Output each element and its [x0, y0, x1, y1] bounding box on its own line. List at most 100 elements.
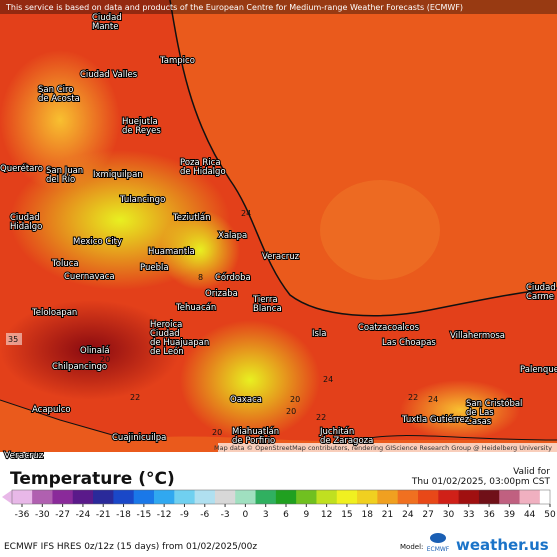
legend-title: Temperature (°C)	[10, 469, 175, 489]
tick-label: -9	[180, 510, 189, 520]
city-label: Córdoba	[215, 272, 251, 283]
city-label: Tuxtla Gutiérrez	[401, 414, 470, 425]
city-label: Huamantla	[148, 247, 195, 257]
city-label: del Río	[46, 175, 75, 185]
tick-label: 24	[402, 510, 414, 520]
color-swatch	[194, 490, 216, 504]
city-label: Palenque	[520, 365, 557, 375]
tick-label: 6	[283, 510, 289, 520]
tick-label: 0	[243, 510, 249, 520]
city-label: San Juan	[46, 166, 83, 176]
city-label: Miahuatlán	[232, 427, 279, 437]
city-label: Tampico	[159, 56, 195, 66]
city-label: de Acosta	[38, 94, 80, 104]
color-swatch	[52, 490, 74, 504]
tick-label: 44	[524, 510, 536, 520]
city-label: Ciudad	[150, 329, 180, 339]
city-label: de Porfirio	[232, 436, 275, 446]
city-label: de León	[150, 346, 184, 357]
color-swatch	[113, 490, 135, 504]
city-label: de Huajuapan	[150, 338, 209, 348]
color-swatch	[397, 490, 419, 504]
city-label: Querétaro	[0, 163, 43, 174]
color-swatch	[357, 490, 378, 504]
temperature-label: 8	[198, 273, 203, 282]
city-label: Oaxaca	[230, 395, 262, 405]
tick-label: 21	[382, 510, 393, 520]
color-swatch	[418, 490, 439, 504]
color-swatch	[519, 490, 541, 504]
city-label: Veracruz	[262, 252, 300, 262]
tick-label: -30	[35, 510, 50, 520]
city-label: Blanca	[253, 304, 282, 314]
color-swatch	[478, 490, 500, 504]
tick-label: -12	[157, 510, 172, 520]
temperature-label: 20	[100, 355, 110, 364]
tick-label: 3	[263, 510, 269, 520]
color-swatch	[174, 490, 196, 504]
temperature-label: 22	[130, 393, 140, 402]
city-label: Carme	[526, 292, 554, 302]
city-label: de Reyes	[122, 126, 161, 136]
city-label: Heroica	[150, 320, 182, 330]
city-label: San Cristóbal	[466, 398, 522, 409]
color-swatch	[377, 490, 399, 504]
temperature-label: 35	[8, 335, 18, 344]
city-label: de Las	[466, 408, 494, 418]
temperature-label: 20	[290, 395, 300, 404]
temperature-label: 20	[286, 407, 296, 416]
city-label: Ciudad	[10, 213, 40, 223]
color-swatch	[235, 490, 257, 504]
tick-label: -6	[200, 510, 209, 520]
tick-label: -21	[96, 510, 111, 520]
tick-label: -15	[136, 510, 151, 520]
city-label: Casas	[466, 417, 492, 427]
city-label: Ciudad Valles	[80, 70, 138, 80]
city-label: Teloloapan	[31, 308, 77, 318]
city-label: Olinalá	[80, 346, 110, 356]
tick-label: 18	[362, 510, 374, 520]
city-label: Tehuacán	[175, 303, 216, 313]
city-label: Ciudad	[526, 283, 556, 293]
city-label: de Hidalgo	[180, 167, 226, 177]
color-swatch	[296, 490, 317, 504]
color-swatch	[539, 490, 557, 504]
temperature-label: 24	[241, 209, 251, 218]
city-label: Cuajinicuilpa	[112, 433, 166, 443]
colorbar-frame	[11, 489, 551, 505]
city-label: Juchitán	[319, 427, 354, 437]
map-attribution: Map data © OpenStreetMap contributors, r…	[214, 444, 552, 452]
city-label: Hidalgo	[10, 222, 42, 232]
tick-label: 39	[504, 510, 516, 520]
city-label: Coatzacoalcos	[358, 323, 420, 333]
tick-label: 27	[422, 510, 433, 520]
temperature-labels: 2483524202220202422222020	[6, 209, 438, 437]
color-swatch	[154, 490, 175, 504]
city-label: Tulancingo	[119, 195, 165, 205]
tick-label: 12	[321, 510, 332, 520]
tick-label: -36	[15, 510, 30, 520]
city-label: Acapulco	[32, 405, 71, 415]
tick-label: 36	[483, 510, 495, 520]
color-swatch	[255, 490, 277, 504]
city-label: San Ciro	[38, 85, 74, 95]
valid-label: Valid for	[513, 467, 550, 477]
city-label: Xalapa	[218, 231, 247, 241]
map: This service is based on data and produc…	[0, 0, 557, 462]
city-label: Isla	[312, 329, 327, 339]
city-label: Tierra	[252, 295, 278, 305]
city-label: Teziutlán	[172, 213, 210, 223]
color-swatch	[72, 490, 94, 504]
temperature-label: 24	[428, 395, 438, 404]
model-label: Model:	[400, 543, 423, 551]
color-swatch	[458, 490, 480, 504]
temperature-label: 22	[316, 413, 326, 422]
color-swatch	[316, 490, 338, 504]
city-label: Chilpancingo	[52, 362, 107, 372]
color-swatch	[499, 490, 521, 504]
tick-label: -27	[55, 510, 70, 520]
color-swatch	[93, 490, 114, 504]
city-label: Orizaba	[205, 289, 238, 299]
